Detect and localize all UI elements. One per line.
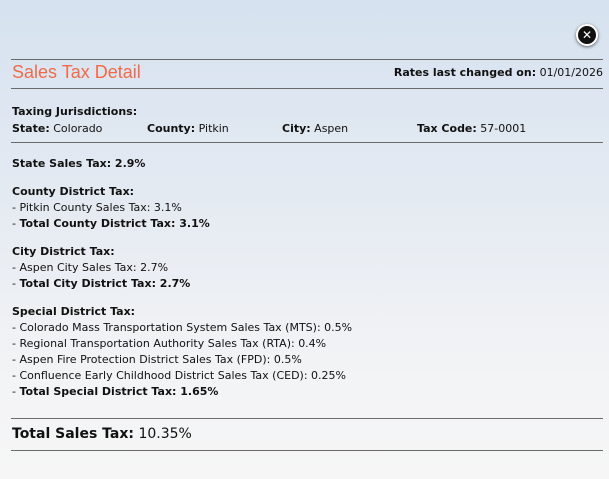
list-item: - Regional Transportation Authority Sale… xyxy=(12,337,327,350)
state-sales-tax: State Sales Tax: 2.9% xyxy=(12,157,146,170)
total-label: Total Sales Tax: xyxy=(12,426,134,442)
list-item: - Colorado Mass Transportation System Sa… xyxy=(12,321,353,334)
rates-changed-value: 01/01/2026 xyxy=(539,66,603,79)
county-heading: County District Tax: xyxy=(12,185,135,198)
divider xyxy=(11,450,603,451)
jurisdictions-heading: Taxing Jurisdictions: xyxy=(12,105,138,118)
special-total: - Total Special District Tax: 1.65% xyxy=(12,385,219,398)
list-item: - Aspen Fire Protection District Sales T… xyxy=(12,353,302,366)
state-field: State: Colorado xyxy=(12,122,103,135)
divider xyxy=(11,88,603,89)
city-total: - Total City District Tax: 2.7% xyxy=(12,277,191,290)
total-sales-tax: Total Sales Tax: 10.35% xyxy=(12,426,192,442)
city-heading: City District Tax: xyxy=(12,245,115,258)
rates-changed: Rates last changed on: 01/01/2026 xyxy=(394,66,603,79)
rates-changed-label: Rates last changed on: xyxy=(393,66,537,79)
page-title: Sales Tax Detail xyxy=(12,62,141,82)
city-field: City: Aspen xyxy=(282,122,349,135)
divider xyxy=(11,59,603,60)
county-field: County: Pitkin xyxy=(147,122,229,135)
divider xyxy=(11,142,603,143)
list-item: - Confluence Early Childhood District Sa… xyxy=(12,369,346,382)
divider xyxy=(11,418,603,419)
close-icon[interactable]: ✕ xyxy=(576,24,598,46)
total-value: 10.35% xyxy=(138,426,192,442)
special-heading: Special District Tax: xyxy=(12,305,136,318)
list-item: - Aspen City Sales Tax: 2.7% xyxy=(12,261,169,274)
taxcode-field: Tax Code: 57-0001 xyxy=(417,122,527,135)
county-total: - Total County District Tax: 3.1% xyxy=(12,217,210,230)
list-item: - Pitkin County Sales Tax: 3.1% xyxy=(12,201,182,214)
